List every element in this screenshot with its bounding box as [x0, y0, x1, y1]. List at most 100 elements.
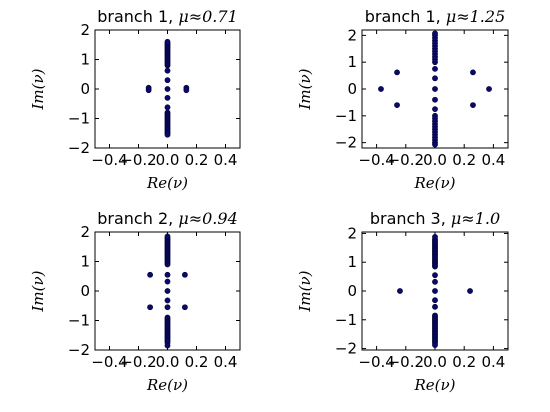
subplot-title-text: branch 3,	[370, 209, 451, 228]
subplot-title: branch 3, μ≈1.0	[370, 209, 500, 228]
x-tick-label: 0.4	[214, 151, 238, 169]
data-point	[147, 271, 153, 278]
data-point	[432, 297, 438, 304]
y-tick-label: −2	[68, 139, 90, 157]
data-point	[470, 102, 476, 108]
subplot-4: branch 3, μ≈1.0 −0.4−0.2 0.0 0.2 0.4 −2 −1 0 1 2 R…	[296, 209, 509, 394]
data-point	[432, 272, 438, 279]
data-point	[183, 87, 190, 94]
x-tick-label: 0.2	[452, 353, 476, 371]
data-point	[145, 87, 152, 94]
data-point	[164, 131, 171, 138]
x-axis-label: Re(ν)	[414, 174, 456, 192]
x-tick-label: −0.2	[388, 151, 424, 169]
x-tick-label: −0.2	[120, 353, 156, 371]
subplot-title-math: μ≈1.0	[451, 209, 500, 228]
y-tick-label: −2	[335, 134, 357, 152]
subplot-title-text: branch 2,	[97, 209, 178, 228]
x-tick-label: −0.2	[120, 151, 156, 169]
x-tick-label: 0.2	[452, 151, 476, 169]
y-tick-label: 2	[80, 21, 90, 39]
data-point	[394, 102, 400, 108]
x-axis-label: Re(ν)	[414, 376, 456, 394]
y-tick-label: −2	[335, 340, 357, 358]
data-point	[432, 96, 438, 103]
data-point	[164, 288, 171, 294]
subplot-2: branch 1, μ≈1.25 −0.4−0.2 0.0 0.2 0.4 −2 −1 0 1 2…	[296, 7, 509, 192]
data-point	[164, 104, 171, 111]
y-tick-label: −2	[68, 341, 90, 359]
x-axis-label: Re(ν)	[146, 376, 188, 394]
data-point	[181, 271, 188, 278]
y-tick-label: 0	[347, 282, 357, 300]
y-tick-label: −1	[335, 107, 357, 125]
x-tick-label: 0.0	[156, 353, 180, 371]
subplot-1: branch 1, μ≈0.71 −0.4−0.20.0 0.2 0.4 −2 −1 0 1 2…	[29, 7, 241, 192]
y-tick-label: 2	[347, 26, 357, 44]
data-point	[164, 86, 171, 92]
data-point	[432, 303, 438, 310]
y-tick-label: 2	[347, 224, 357, 242]
data-point	[432, 86, 438, 92]
axes-frame	[361, 231, 509, 351]
x-tick-label: −0.4	[91, 151, 127, 169]
data-point	[164, 278, 171, 285]
x-axis-label: Re(ν)	[146, 174, 188, 192]
data-point	[470, 69, 476, 76]
subplot-title: branch 1, μ≈0.71	[97, 7, 238, 26]
data-point	[164, 67, 171, 74]
data-point	[164, 271, 171, 278]
data-point	[432, 342, 438, 349]
x-tick-label: 0.4	[214, 353, 238, 371]
x-tick-label: 0.4	[481, 151, 505, 169]
subplot-title-math: μ≈0.94	[178, 209, 237, 228]
y-tick-label: 1	[347, 253, 357, 271]
y-tick-label: 0	[80, 282, 90, 300]
data-point	[378, 86, 384, 92]
y-tick-label: 1	[80, 253, 90, 271]
data-point	[432, 65, 438, 72]
data-point	[486, 86, 492, 92]
y-axis-label: Im(ν)	[29, 270, 47, 312]
x-tick-label: −0.4	[358, 151, 394, 169]
data-point	[394, 69, 400, 76]
subplot-title-text: branch 1,	[97, 7, 178, 26]
x-tick-label: 0.2	[185, 151, 209, 169]
data-point	[432, 75, 438, 82]
data-point	[164, 233, 171, 240]
x-tick-label: 0.4	[481, 353, 505, 371]
y-tick-label: 0	[80, 80, 90, 98]
y-tick-label: 0	[347, 80, 357, 98]
data-point	[432, 141, 438, 148]
y-tick-label: 2	[80, 223, 90, 241]
subplot-title: branch 2, μ≈0.94	[97, 209, 238, 228]
y-tick-label: −1	[335, 311, 357, 329]
subplot-3: branch 2, μ≈0.94 −0.4−0.20.0 0.2 0.4 −2 −1 0 1 2…	[29, 209, 241, 394]
axes-frame	[94, 231, 241, 351]
x-tick-label: 0.0	[423, 151, 447, 169]
data-point	[164, 342, 171, 349]
data-point	[164, 38, 171, 45]
data-point	[432, 106, 438, 113]
data-point	[432, 288, 438, 294]
x-tick-label: 0.0	[423, 353, 447, 371]
data-point	[147, 304, 153, 311]
subplot-title-math: μ≈1.25	[446, 7, 505, 26]
y-tick-label: −1	[68, 312, 90, 330]
x-tick-label: −0.4	[91, 353, 127, 371]
data-point	[181, 304, 188, 311]
y-tick-label: 1	[347, 53, 357, 71]
data-point	[432, 233, 438, 240]
y-tick-label: 1	[80, 51, 90, 69]
data-point	[467, 288, 473, 294]
y-axis-label: Im(ν)	[296, 68, 314, 110]
axes-frame	[94, 29, 241, 149]
data-point	[164, 304, 171, 311]
data-point	[432, 278, 438, 285]
x-tick-label: 0.2	[185, 353, 209, 371]
data-point	[164, 94, 171, 101]
axes-frame	[361, 29, 509, 149]
x-tick-label: −0.4	[358, 353, 394, 371]
x-tick-label: 0.0	[156, 151, 180, 169]
